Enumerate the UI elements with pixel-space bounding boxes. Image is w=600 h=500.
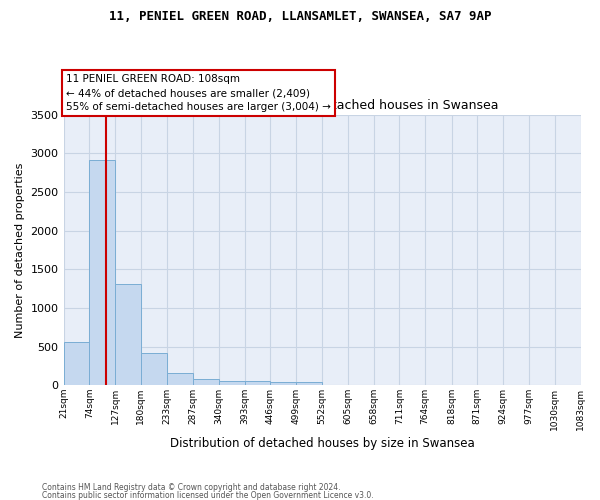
X-axis label: Distribution of detached houses by size in Swansea: Distribution of detached houses by size … — [170, 437, 475, 450]
Bar — [193, 379, 219, 385]
Bar — [64, 342, 89, 385]
Text: Contains HM Land Registry data © Crown copyright and database right 2024.: Contains HM Land Registry data © Crown c… — [42, 484, 341, 492]
Bar — [89, 160, 115, 385]
Bar — [296, 382, 322, 385]
Bar — [245, 381, 271, 385]
Bar — [271, 382, 296, 385]
Text: 11, PENIEL GREEN ROAD, LLANSAMLET, SWANSEA, SA7 9AP: 11, PENIEL GREEN ROAD, LLANSAMLET, SWANS… — [109, 10, 491, 23]
Y-axis label: Number of detached properties: Number of detached properties — [15, 162, 25, 338]
Title: Size of property relative to detached houses in Swansea: Size of property relative to detached ho… — [145, 100, 499, 112]
Text: Contains public sector information licensed under the Open Government Licence v3: Contains public sector information licen… — [42, 490, 374, 500]
Bar — [115, 284, 141, 385]
Bar — [167, 373, 193, 385]
Bar — [219, 380, 245, 385]
Bar — [141, 354, 167, 385]
Text: 11 PENIEL GREEN ROAD: 108sqm
← 44% of detached houses are smaller (2,409)
55% of: 11 PENIEL GREEN ROAD: 108sqm ← 44% of de… — [66, 74, 331, 112]
